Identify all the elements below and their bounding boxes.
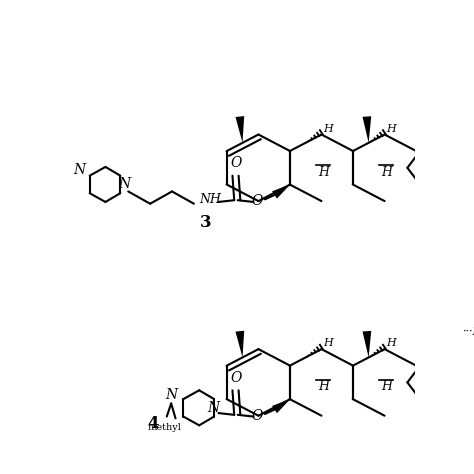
Polygon shape: [236, 116, 244, 143]
Polygon shape: [272, 184, 290, 199]
Text: O: O: [230, 371, 242, 385]
Text: H: H: [318, 166, 328, 179]
Text: methyl: methyl: [148, 423, 182, 432]
Text: H: H: [323, 338, 333, 348]
Text: H: H: [381, 380, 392, 393]
Text: O: O: [251, 409, 263, 423]
Text: N: N: [118, 177, 131, 191]
Polygon shape: [272, 399, 290, 413]
Text: NH: NH: [199, 193, 220, 206]
Text: 4: 4: [147, 415, 159, 432]
Text: H: H: [386, 124, 396, 134]
Text: ···H: ···H: [462, 327, 474, 337]
Polygon shape: [236, 331, 244, 357]
Text: O: O: [251, 194, 263, 208]
Text: H: H: [318, 380, 328, 393]
Text: H: H: [386, 338, 396, 348]
Text: N: N: [73, 164, 85, 177]
Polygon shape: [363, 116, 371, 143]
Text: H: H: [323, 124, 333, 134]
Text: O: O: [230, 156, 242, 171]
Text: 3: 3: [200, 214, 212, 231]
Text: N: N: [165, 388, 177, 401]
Polygon shape: [363, 331, 371, 357]
Text: N: N: [207, 401, 219, 415]
Text: H: H: [381, 166, 392, 179]
